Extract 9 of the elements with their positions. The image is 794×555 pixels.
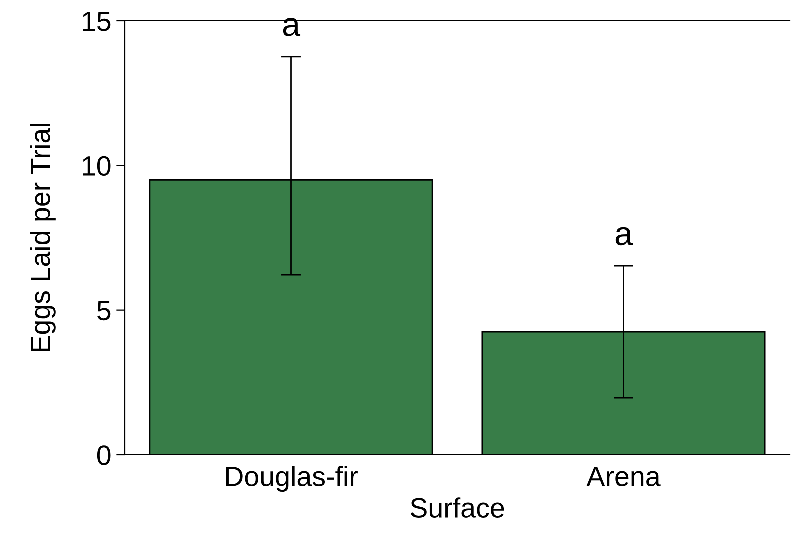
annotation: a <box>616 227 634 246</box>
y-tick-label: 0 <box>97 446 111 466</box>
x-axis-title: Surface <box>410 498 504 518</box>
x-tick-label: Douglas-fir <box>226 466 358 492</box>
y-tick-label: 15 <box>83 12 111 32</box>
x-tick-label: Arena <box>586 467 661 487</box>
y-tick-label: 10 <box>83 156 111 176</box>
y-tick-label: 5 <box>97 301 111 321</box>
y-axis-title: Eggs Laid per Trial <box>30 124 56 352</box>
